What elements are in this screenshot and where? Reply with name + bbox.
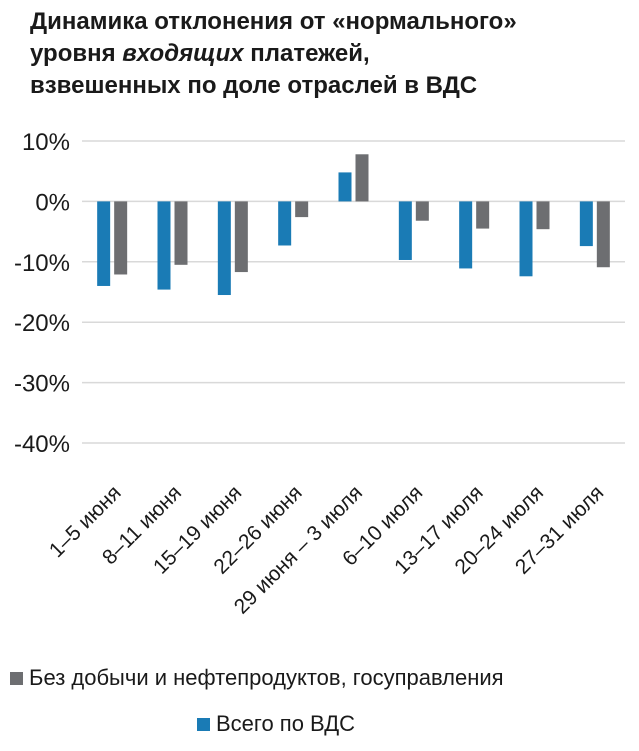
bar-total-vds: [338, 172, 352, 202]
y-tick-label: -40%: [14, 431, 70, 458]
bar-total-vds: [519, 201, 533, 277]
chart-title-line-3: взвешенных по доле отраслей в ВДС: [30, 72, 478, 99]
bar-excl-mining: [295, 201, 309, 218]
chart-title-line-1: Динамика отклонения от «нормального»: [30, 8, 517, 35]
bar-excl-mining: [355, 154, 369, 202]
legend-label: Всего по ВДС: [216, 711, 356, 736]
bar-excl-mining: [415, 201, 429, 221]
chart-title: Динамика отклонения от «нормального» уро…: [30, 6, 630, 102]
legend-label: Без добычи и нефтепродуктов, госуправлен…: [29, 665, 504, 690]
bar-total-vds: [278, 201, 292, 246]
y-axis-ticks: 10% 0% -10% -20% -30% -40%: [14, 129, 70, 458]
legend-item-gray: Без добычи и нефтепродуктов, госуправлен…: [10, 665, 504, 691]
bar-excl-mining: [476, 201, 490, 229]
legend-item-blue: Всего по ВДС: [197, 711, 355, 737]
y-tick-label: 0%: [35, 189, 70, 216]
chart-title-line-2: уровня входящих платежей,: [30, 38, 630, 70]
bar-total-vds: [217, 201, 231, 296]
bar-excl-mining: [174, 201, 188, 265]
bars: [97, 154, 610, 296]
bar-total-vds: [579, 201, 593, 247]
bar-excl-mining: [536, 201, 550, 230]
legend-swatch: [10, 671, 23, 685]
bar-total-vds: [398, 201, 412, 260]
y-tick-label: -20%: [14, 310, 70, 337]
gridlines: [82, 140, 625, 444]
bar-total-vds: [157, 201, 171, 290]
bar-excl-mining: [596, 201, 610, 268]
title-text: уровня: [30, 40, 123, 67]
title-text: платежей,: [243, 40, 370, 67]
bar-total-vds: [97, 201, 111, 286]
bar-total-vds: [459, 201, 473, 269]
bar-excl-mining: [234, 201, 248, 273]
y-tick-label: -30%: [14, 371, 70, 398]
y-tick-label: -10%: [14, 250, 70, 277]
title-emphasis: входящих: [122, 40, 244, 67]
legend-swatch: [197, 717, 210, 731]
bar-excl-mining: [114, 201, 128, 275]
y-tick-label: 10%: [22, 129, 70, 156]
